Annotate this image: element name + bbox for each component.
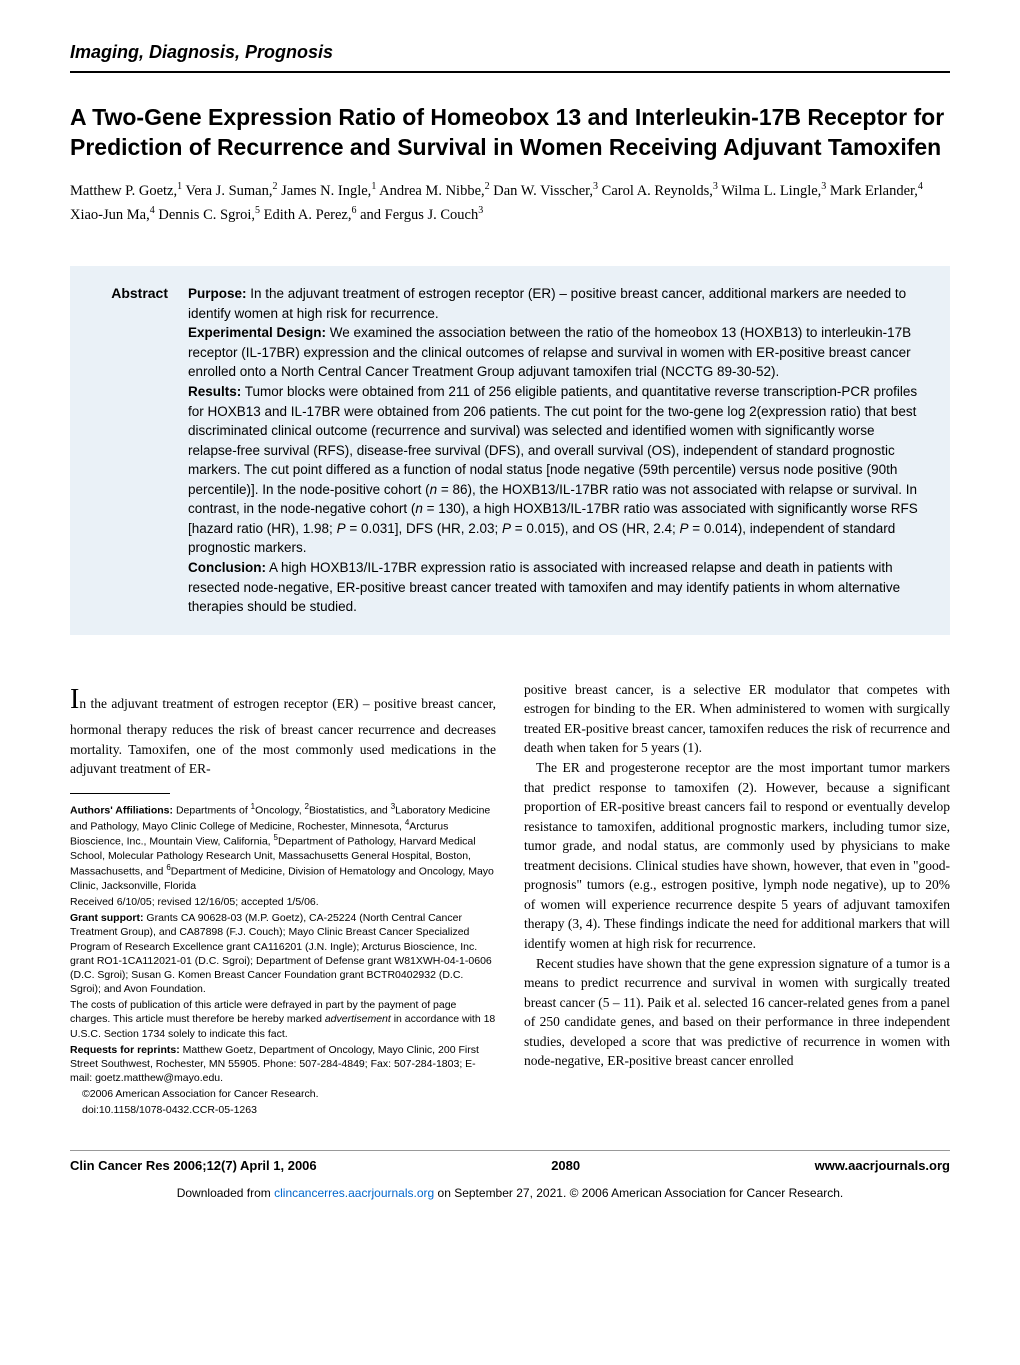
footnote-block: Authors' Affiliations: Departments of 1O… <box>70 802 496 1118</box>
article-title: A Two-Gene Expression Ratio of Homeobox … <box>70 103 950 163</box>
abstract-label: Abstract <box>98 284 168 617</box>
download-note: Downloaded from clincancerres.aacrjourna… <box>70 1185 950 1202</box>
journal-url: www.aacrjournals.org <box>815 1157 950 1175</box>
abstract-block: Abstract Purpose: In the adjuvant treatm… <box>70 266 950 635</box>
footnote-rule <box>70 793 170 794</box>
page-number: 2080 <box>551 1157 580 1175</box>
grant-support: Grant support: Grants CA 90628-03 (M.P. … <box>70 911 496 996</box>
reprint-requests: Requests for reprints: Matthew Goetz, De… <box>70 1043 496 1086</box>
section-header: Imaging, Diagnosis, Prognosis <box>70 40 950 73</box>
body-paragraph: In the adjuvant treatment of estrogen re… <box>70 680 496 779</box>
page-charges: The costs of publication of this article… <box>70 998 496 1041</box>
body-paragraph: positive breast cancer, is a selective E… <box>524 680 950 758</box>
doi-line: doi:10.1158/1078-0432.CCR-05-1263 <box>70 1103 496 1117</box>
author-list: Matthew P. Goetz,1 Vera J. Suman,2 James… <box>70 179 950 226</box>
received-dates: Received 6/10/05; revised 12/16/05; acce… <box>70 895 496 909</box>
body-columns: In the adjuvant treatment of estrogen re… <box>70 680 950 1120</box>
copyright-line: ©2006 American Association for Cancer Re… <box>70 1087 496 1101</box>
journal-citation: Clin Cancer Res 2006;12(7) April 1, 2006 <box>70 1157 317 1175</box>
footer-bar: Clin Cancer Res 2006;12(7) April 1, 2006… <box>70 1150 950 1175</box>
left-column: In the adjuvant treatment of estrogen re… <box>70 680 496 1120</box>
right-column: positive breast cancer, is a selective E… <box>524 680 950 1120</box>
abstract-body: Purpose: In the adjuvant treatment of es… <box>188 284 922 617</box>
body-paragraph: The ER and progesterone receptor are the… <box>524 758 950 954</box>
affiliations: Authors' Affiliations: Departments of 1O… <box>70 802 496 893</box>
body-paragraph: Recent studies have shown that the gene … <box>524 954 950 1071</box>
